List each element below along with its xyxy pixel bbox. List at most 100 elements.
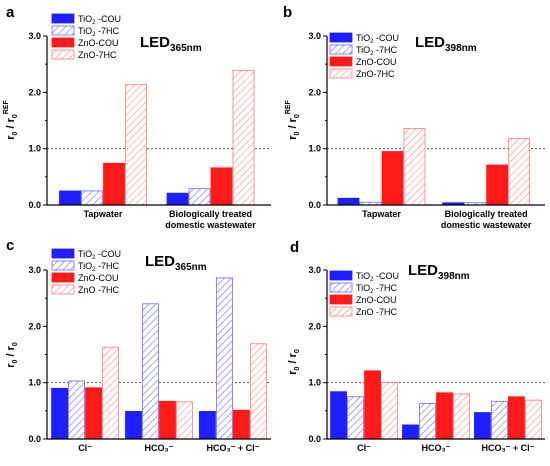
bar [166,192,189,206]
led-annotation: LED365nm [140,34,202,54]
y-tick-label: 1.0 [308,378,321,388]
y-tick-label: 2.0 [28,321,41,331]
x-tick-label: HCO₃⁻ [145,443,174,453]
bar [508,138,531,206]
y-tick-label: 3.0 [28,31,41,41]
panel-letter: d [290,239,299,256]
bar [419,403,436,440]
legend-swatch [329,306,353,317]
legend-label: TiO2 -COU [78,14,121,26]
legend-swatch [51,248,75,259]
x-tick-label: Cl⁻ [357,443,371,453]
bar [364,370,381,440]
legend-swatch [329,282,353,293]
bar [125,410,142,440]
bar [188,188,211,206]
chart-panel-a: a LED365nm r0 / r0REF 0.0 1.0 2.0 3.0 Tapwater B… [3,4,271,230]
y-axis-label: r0 / r0REF [3,100,19,140]
y-tick-label: 3.0 [308,31,321,41]
panel-letter: a [6,4,15,21]
bar [176,401,193,440]
y-axis-label: r0 / r0REF [285,100,301,140]
legend-label: TiO2 -7HC [78,26,120,38]
x-tick-label: Tapwater [84,209,123,219]
legend-label: TiO2 -COU [356,33,399,45]
panel-letter: b [283,4,292,21]
bar [486,164,509,206]
panel-letter: c [6,237,14,254]
bar [436,392,453,440]
bar [103,162,125,206]
y-tick-label: 2.0 [308,321,321,331]
y-axis-label: r0 / r0 [5,342,19,368]
y-tick-label: 3.0 [28,265,41,275]
x-tick-label: Biologically treated [445,209,528,219]
legend-label: ZnO -7HC [356,307,398,317]
bar [347,396,364,440]
bar [85,387,102,440]
y-tick-label: 0.0 [308,434,321,444]
chart-panel-c: c LED365nm r0 / r0 0.0 1.0 2.0 3.0 Cl⁻ HCO₃⁻ HCO₃… [5,237,271,453]
x-tick-label: Biologically treated [169,209,252,219]
legend-swatch [329,32,353,43]
x-tick-label: domestic wastewater [441,220,532,230]
legend-swatch [51,37,75,48]
bar [403,127,426,206]
legend-swatch [329,68,353,79]
legend-swatch [329,294,353,305]
y-tick-label: 2.0 [308,87,321,97]
legend-label: ZnO-7HC [78,50,117,60]
y-axis-label: r0 / r0 [287,349,301,375]
y-tick-label: 1.0 [28,144,41,154]
legend-swatch [51,49,75,60]
led-annotation: LED365nm [145,253,207,273]
legend-swatch [329,56,353,67]
y-tick-label: 0.0 [308,200,321,210]
bar [381,151,404,206]
bar [250,343,267,440]
legend-label: ZnO -7HC [78,285,120,295]
bar [102,346,119,440]
legend-label: ZnO-COU [356,295,397,305]
y-tick-label: 0.0 [28,200,41,210]
bar [81,190,103,206]
y-tick-label: 3.0 [308,265,321,275]
legend-swatch [51,284,75,295]
legend-swatch [51,25,75,36]
bar [508,396,525,440]
chart-panel-b: b LED398nm r0 / r0REF 0.0 1.0 2.0 3.0 Tapwater B… [283,4,545,230]
chart-panel-d: d LED398nm r0 / r0 0.0 1.0 2.0 3.0 Cl⁻ HCO₃⁻ HCO₃… [287,239,545,453]
panels: a LED365nm r0 / r0REF 0.0 1.0 2.0 3.0 Tapwater B… [3,4,545,453]
bar [330,391,347,440]
legend-label: TiO2 -7HC [356,45,398,57]
x-tick-label: HCO₃⁻ + Cl⁻ [481,443,534,453]
bar [525,399,542,440]
bar [125,84,147,206]
bar [474,412,491,440]
bar [216,277,233,440]
legend-swatch [51,13,75,24]
legend-label: TiO2 -7HC [78,261,120,273]
bar [233,409,250,440]
legend-label: ZnO-COU [356,57,397,67]
x-tick-label: Cl⁻ [78,443,92,453]
bar [232,69,255,206]
y-tick-label: 1.0 [28,378,41,388]
led-annotation: LED398nm [415,34,477,54]
bar [491,400,508,440]
legend-swatch [329,270,353,281]
legend-label: TiO2 -7HC [356,283,398,295]
bar [142,303,159,440]
y-tick-label: 2.0 [28,87,41,97]
bar [381,382,398,440]
bar [159,400,176,440]
legend-swatch [51,272,75,283]
legend-label: ZnO-7HC [356,69,395,79]
legend-swatch [51,260,75,271]
legend-label: ZnO-COU [78,273,119,283]
bar [402,424,419,440]
